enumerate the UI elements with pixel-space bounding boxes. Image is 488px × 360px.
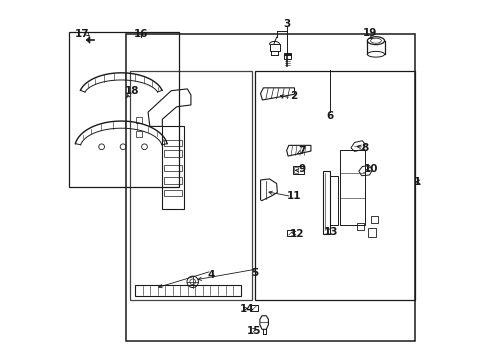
Text: 14: 14 (240, 303, 254, 314)
Bar (356, 223, 364, 230)
Bar (164, 150, 181, 157)
Bar (370, 216, 377, 223)
Bar (283, 54, 290, 59)
Bar (293, 167, 298, 173)
Bar (340, 150, 365, 225)
Text: 8: 8 (361, 143, 368, 153)
Text: 1: 1 (412, 177, 420, 187)
Bar (251, 305, 257, 311)
Text: 18: 18 (124, 86, 139, 96)
Bar (164, 140, 181, 146)
Text: 6: 6 (326, 111, 333, 121)
Text: 13: 13 (324, 227, 338, 237)
Bar (292, 166, 304, 174)
Bar (136, 131, 142, 137)
Bar (323, 171, 329, 234)
Bar (287, 230, 293, 237)
Text: 7: 7 (297, 147, 305, 157)
Bar (164, 177, 181, 184)
Text: 9: 9 (298, 164, 305, 174)
Bar (125, 33, 414, 341)
Text: 12: 12 (289, 229, 304, 239)
Text: 4: 4 (207, 270, 215, 280)
Text: 2: 2 (289, 91, 297, 101)
Bar (162, 126, 183, 208)
Text: 10: 10 (364, 164, 378, 174)
Polygon shape (86, 37, 90, 43)
Text: 3: 3 (283, 18, 290, 28)
Bar (367, 228, 375, 237)
Bar (130, 71, 251, 300)
Bar (135, 285, 240, 296)
Bar (69, 32, 179, 187)
Text: 15: 15 (247, 326, 261, 336)
Text: 5: 5 (251, 268, 258, 278)
Bar (254, 71, 414, 300)
Text: 11: 11 (286, 191, 301, 201)
Text: 16: 16 (133, 28, 148, 39)
Text: 19: 19 (362, 28, 376, 38)
Bar (329, 176, 338, 225)
Bar (136, 117, 142, 123)
Bar (164, 165, 181, 171)
Text: 17: 17 (75, 28, 89, 39)
Bar (283, 53, 290, 55)
Bar (164, 190, 181, 196)
Bar (269, 44, 279, 51)
